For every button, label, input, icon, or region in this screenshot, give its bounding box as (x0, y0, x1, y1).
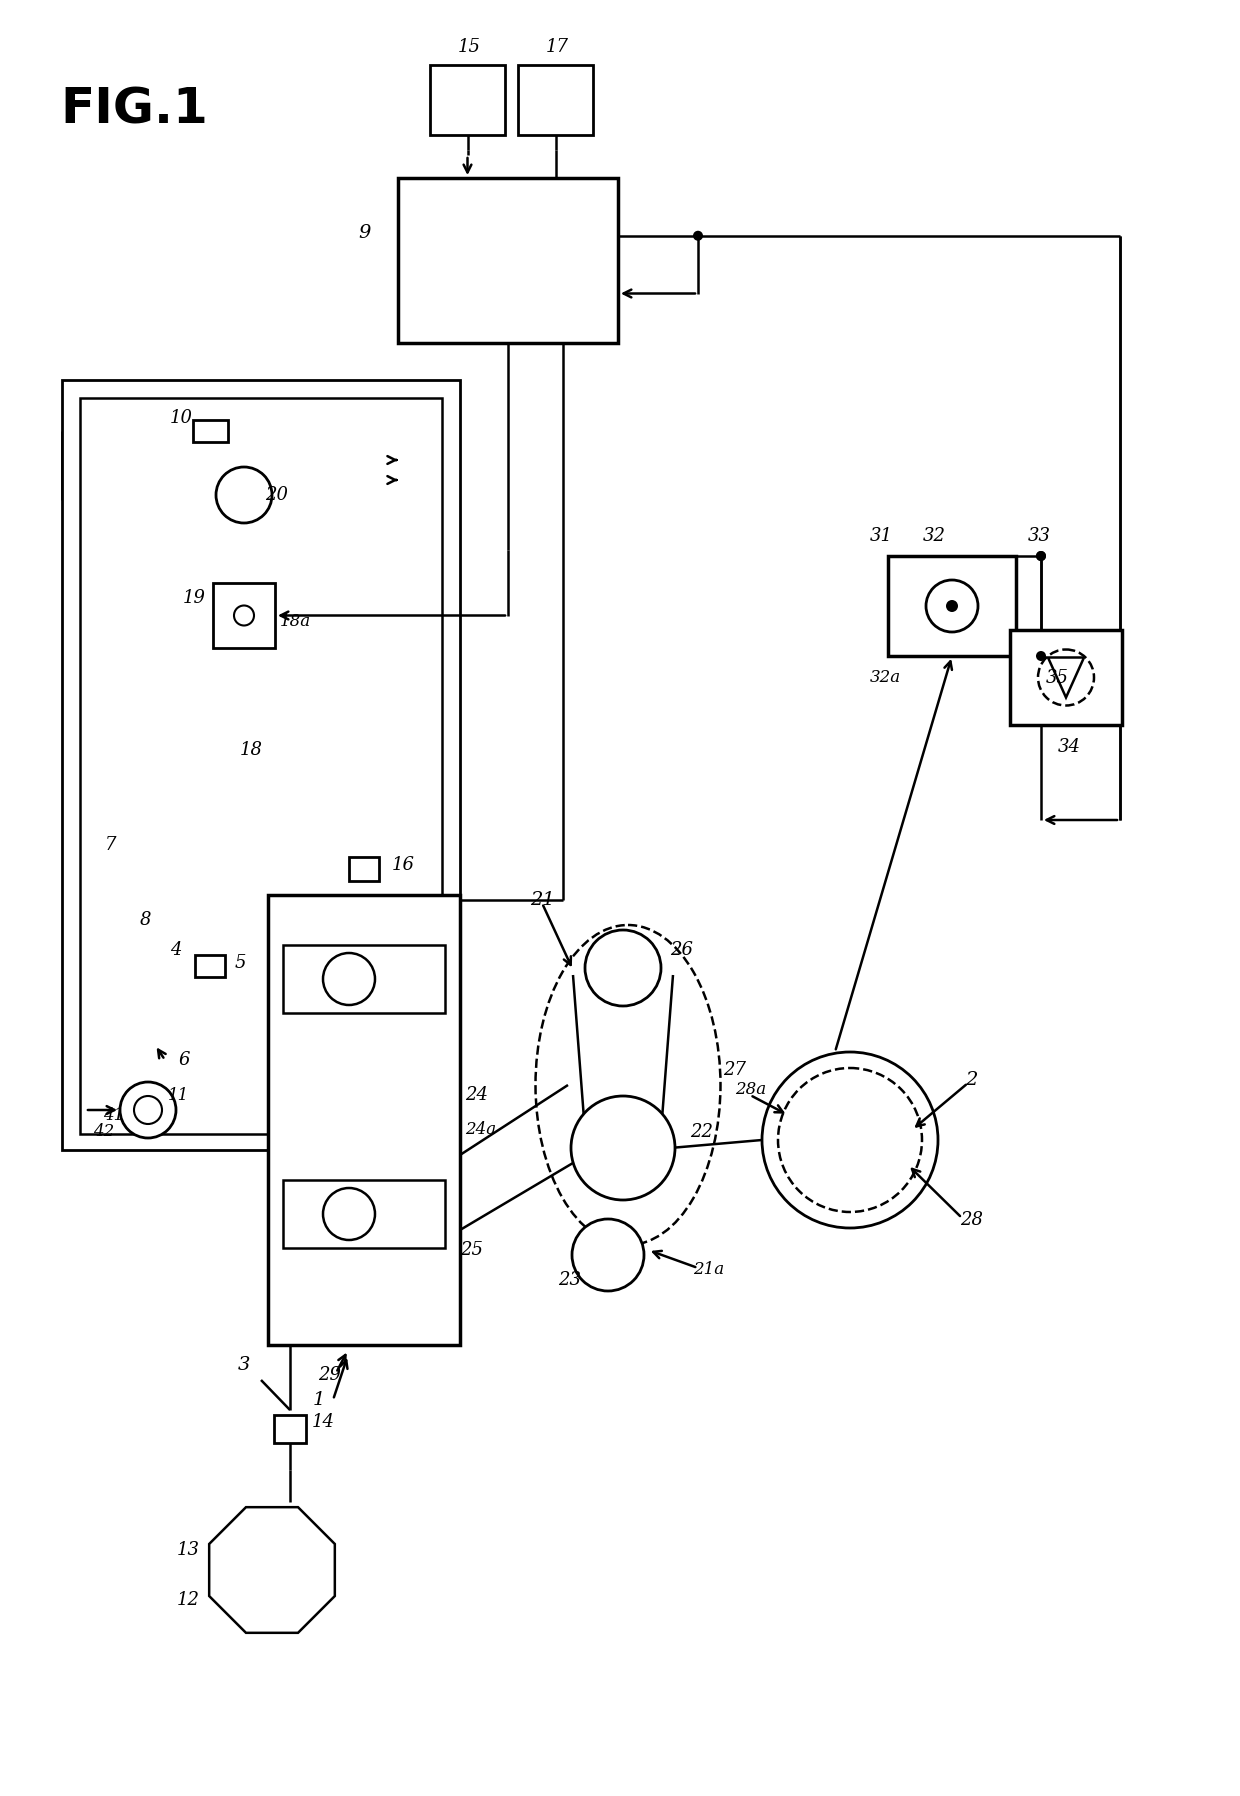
Text: 29: 29 (317, 1367, 341, 1385)
Text: 22: 22 (689, 1122, 713, 1140)
Text: 12: 12 (177, 1591, 200, 1609)
Circle shape (1038, 650, 1094, 706)
Circle shape (572, 1219, 644, 1291)
Text: 11: 11 (167, 1087, 190, 1103)
Circle shape (946, 600, 959, 612)
Text: 32: 32 (923, 526, 946, 544)
Text: 25: 25 (460, 1241, 484, 1259)
Text: 20: 20 (265, 487, 288, 505)
Text: 21: 21 (529, 891, 554, 909)
Circle shape (926, 580, 978, 632)
Circle shape (134, 1096, 162, 1124)
Circle shape (1035, 551, 1047, 560)
Text: 16: 16 (392, 857, 415, 875)
Circle shape (693, 230, 703, 241)
Text: 3: 3 (238, 1356, 250, 1374)
Text: 26: 26 (670, 941, 693, 959)
Bar (398, 178, 618, 343)
Bar (518, 65, 593, 135)
Circle shape (763, 1052, 937, 1228)
Circle shape (1035, 551, 1047, 560)
Text: 33: 33 (1028, 526, 1052, 544)
Bar (283, 945, 445, 1013)
Text: 15: 15 (458, 38, 481, 56)
Circle shape (570, 1096, 675, 1200)
Bar (81, 399, 441, 1133)
Text: 35: 35 (1047, 668, 1069, 688)
Bar (348, 857, 379, 882)
Text: 23: 23 (558, 1272, 582, 1290)
Text: 6: 6 (179, 1051, 190, 1069)
Text: 41: 41 (103, 1108, 124, 1124)
Text: 18: 18 (241, 742, 263, 760)
Bar (274, 1415, 306, 1442)
Circle shape (322, 1187, 374, 1239)
Circle shape (585, 930, 661, 1006)
Bar (1011, 630, 1122, 726)
Text: 2: 2 (965, 1070, 977, 1088)
Bar (62, 381, 460, 1149)
Text: 28: 28 (960, 1211, 983, 1228)
Text: 32a: 32a (870, 670, 901, 686)
Text: 17: 17 (546, 38, 568, 56)
Circle shape (1035, 650, 1047, 661)
Text: 7: 7 (105, 835, 117, 855)
Bar (283, 1180, 445, 1248)
Text: 1: 1 (312, 1390, 325, 1410)
Text: 14: 14 (312, 1413, 335, 1431)
Text: 19: 19 (184, 589, 206, 607)
Text: 18a: 18a (280, 614, 311, 630)
Text: 24a: 24a (465, 1121, 496, 1139)
Text: 31: 31 (870, 526, 893, 544)
Circle shape (120, 1081, 176, 1139)
Circle shape (777, 1069, 923, 1212)
Bar (193, 420, 228, 442)
Text: 5: 5 (236, 954, 247, 972)
Circle shape (216, 467, 272, 523)
Text: 13: 13 (177, 1541, 200, 1559)
Bar (430, 65, 505, 135)
Text: 10: 10 (170, 409, 193, 427)
Text: 21a: 21a (693, 1261, 724, 1279)
Bar (213, 584, 275, 648)
Text: 9: 9 (358, 224, 371, 242)
Text: 28a: 28a (735, 1081, 766, 1099)
Text: 27: 27 (723, 1061, 746, 1079)
Bar (888, 557, 1016, 656)
Text: FIG.1: FIG.1 (60, 86, 208, 135)
Text: 8: 8 (140, 911, 151, 929)
Text: 24: 24 (465, 1087, 489, 1105)
Text: 4: 4 (170, 941, 181, 959)
Circle shape (234, 605, 254, 625)
Text: 42: 42 (93, 1124, 114, 1140)
Bar (268, 894, 460, 1345)
Bar (195, 955, 224, 977)
Circle shape (322, 954, 374, 1006)
Text: 34: 34 (1058, 738, 1081, 756)
